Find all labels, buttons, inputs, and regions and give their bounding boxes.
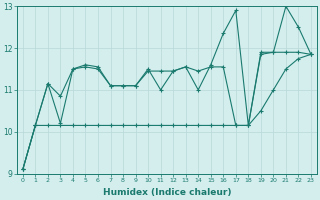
X-axis label: Humidex (Indice chaleur): Humidex (Indice chaleur)	[103, 188, 231, 197]
